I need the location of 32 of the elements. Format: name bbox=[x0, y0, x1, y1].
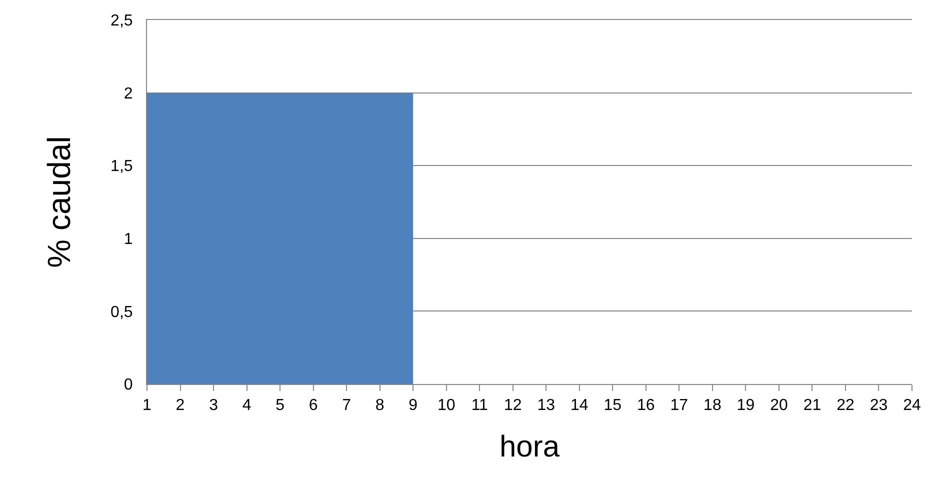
x-tick-label: 3 bbox=[209, 397, 218, 414]
x-tick-label: 16 bbox=[637, 397, 655, 414]
x-tick-label: 4 bbox=[242, 397, 252, 414]
x-tick-label: 14 bbox=[570, 397, 588, 414]
y-tick-label: 0 bbox=[124, 376, 133, 394]
y-tick-label: 2,5 bbox=[110, 12, 133, 30]
y-tick-label: 1 bbox=[124, 231, 133, 248]
x-tick-label: 6 bbox=[308, 397, 318, 414]
x-tick-label: 10 bbox=[437, 397, 456, 414]
x-tick-label: 18 bbox=[704, 397, 722, 414]
x-tick-label: 9 bbox=[408, 397, 418, 414]
x-tick-label: 20 bbox=[770, 397, 788, 414]
x-tick-label: 17 bbox=[670, 397, 688, 414]
y-tick-label: 1,5 bbox=[110, 158, 133, 176]
x-tick-label: 12 bbox=[504, 397, 522, 414]
y-tick-label: 0,5 bbox=[110, 304, 133, 321]
x-tick-label: 15 bbox=[604, 397, 622, 414]
x-tick-label: 13 bbox=[537, 397, 556, 414]
x-tick-label: 11 bbox=[471, 397, 488, 414]
x-tick-label: 8 bbox=[375, 397, 384, 414]
x-tick-label: 21 bbox=[803, 397, 822, 414]
x-tick-label: 1 bbox=[142, 397, 152, 414]
x-tick-label: 19 bbox=[736, 397, 755, 414]
x-axis-title: hora bbox=[499, 430, 560, 464]
y-tick-label: 2 bbox=[124, 85, 133, 102]
x-tick-label: 2 bbox=[176, 397, 185, 414]
y-axis-title: % caudal bbox=[40, 136, 77, 268]
x-tick-label: 7 bbox=[342, 397, 352, 414]
x-tick-label: 24 bbox=[903, 397, 921, 414]
x-tick-label: 23 bbox=[870, 397, 888, 414]
x-tick-label: 5 bbox=[276, 397, 285, 414]
x-tick-label: 22 bbox=[836, 397, 854, 414]
